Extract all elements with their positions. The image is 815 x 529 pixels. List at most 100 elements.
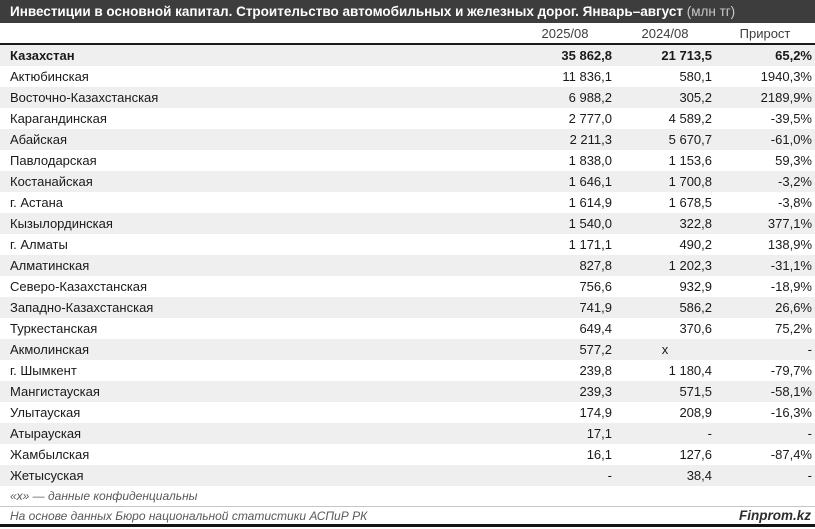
- growth-cell: -: [807, 342, 812, 357]
- value-2025-cell: 16,1: [586, 447, 612, 462]
- table-row: Восточно-Казахстанская 6 988,2 305,2 2189,9…: [0, 87, 815, 108]
- table-row: Западно-Казахстанская 741,9 586,2 26,6%: [0, 297, 815, 318]
- region-cell: Жетысуская: [10, 468, 84, 483]
- table-body: Казахстан 35 862,8 21 713,5 65,2% Актюбинска…: [0, 45, 815, 486]
- table-row: Казахстан 35 862,8 21 713,5 65,2%: [0, 45, 815, 66]
- growth-cell: 26,6%: [775, 300, 812, 315]
- value-2024-cell: 1 700,8: [668, 174, 712, 189]
- value-2024-cell: -: [707, 426, 712, 441]
- growth-cell: 59,3%: [775, 153, 812, 168]
- confidentiality-footnote: «х» — данные конфиденциальны: [0, 486, 815, 507]
- table-row: Павлодарская 1 838,0 1 153,6 59,3%: [0, 150, 815, 171]
- value-2025-cell: 174,9: [579, 405, 612, 420]
- value-2025-cell: 11 836,1: [562, 69, 612, 84]
- growth-cell: -: [807, 426, 812, 441]
- value-2024-cell: 1 153,6: [668, 153, 712, 168]
- value-2024-cell: 5 670,7: [668, 132, 712, 147]
- region-cell: Западно-Казахстанская: [10, 300, 154, 315]
- growth-cell: -31,1%: [770, 258, 812, 273]
- value-2024-cell: 322,8: [679, 216, 712, 231]
- table-row: Северо-Казахстанская 756,6 932,9 -18,9%: [0, 276, 815, 297]
- table-row: Костанайская 1 646,1 1 700,8 -3,2%: [0, 171, 815, 192]
- value-2024-cell: 370,6: [679, 321, 712, 336]
- value-2025-cell: 1 171,1: [568, 237, 612, 252]
- column-header-2025-08: 2025/08: [541, 25, 589, 41]
- growth-cell: -58,1%: [770, 384, 812, 399]
- region-cell: Атырауская: [10, 426, 82, 441]
- value-2024-cell: 1 202,3: [668, 258, 712, 273]
- growth-cell: -3,2%: [778, 174, 812, 189]
- value-2025-cell: 756,6: [579, 279, 612, 294]
- value-2024-cell: 4 589,2: [668, 111, 712, 126]
- region-cell: Акмолинская: [10, 342, 90, 357]
- value-2025-cell: 2 777,0: [568, 111, 612, 126]
- value-2024-cell: x: [661, 342, 669, 357]
- growth-cell: 2189,9%: [760, 90, 812, 105]
- table-row: Мангистауская 239,3 571,5 -58,1%: [0, 381, 815, 402]
- region-cell: Актюбинская: [10, 69, 89, 84]
- region-cell: Туркестанская: [10, 321, 98, 336]
- value-2025-cell: 827,8: [579, 258, 612, 273]
- table-row: Жамбылская 16,1 127,6 -87,4%: [0, 444, 815, 465]
- column-header-growth: Прирост: [739, 25, 791, 41]
- region-cell: Павлодарская: [10, 153, 97, 168]
- table-row: Акмолинская 577,2 x -: [0, 339, 815, 360]
- value-2024-cell: 21 713,5: [661, 48, 712, 63]
- table-row: Туркестанская 649,4 370,6 75,2%: [0, 318, 815, 339]
- region-cell: Северо-Казахстанская: [10, 279, 148, 294]
- table-row: г. Алматы 1 171,1 490,2 138,9%: [0, 234, 815, 255]
- table-row: Кызылординская 1 540,0 322,8 377,1%: [0, 213, 815, 234]
- region-cell: Мангистауская: [10, 384, 100, 399]
- report-title: Инвестиции в основной капитал. Строитель…: [10, 4, 687, 19]
- growth-cell: -18,9%: [770, 279, 812, 294]
- value-2025-cell: 2 211,3: [569, 132, 612, 147]
- growth-cell: 138,9%: [767, 237, 812, 252]
- value-2025-cell: 239,8: [579, 363, 612, 378]
- source-note: На основе данных Бюро национальной стати…: [10, 508, 368, 523]
- region-cell: г. Шымкент: [10, 363, 77, 378]
- table-row: г. Шымкент 239,8 1 180,4 -79,7%: [0, 360, 815, 381]
- region-cell: г. Астана: [10, 195, 63, 210]
- table-row: Атырауская 17,1 - -: [0, 423, 815, 444]
- region-cell: Кызылординская: [10, 216, 113, 231]
- column-header-2024-08: 2024/08: [641, 25, 689, 41]
- value-2024-cell: 1 180,4: [668, 363, 712, 378]
- region-cell: Казахстан: [10, 48, 75, 63]
- value-2025-cell: 1 646,1: [568, 174, 612, 189]
- growth-cell: 1940,3%: [760, 69, 812, 84]
- value-2025-cell: 741,9: [579, 300, 612, 315]
- region-cell: Карагандинская: [10, 111, 107, 126]
- value-2024-cell: 586,2: [679, 300, 712, 315]
- growth-cell: -87,4%: [770, 447, 812, 462]
- region-cell: Улытауская: [10, 405, 81, 420]
- table-row: Актюбинская 11 836,1 580,1 1940,3%: [0, 66, 815, 87]
- report-unit: (млн тг): [686, 4, 736, 19]
- region-cell: Алматинская: [10, 258, 90, 273]
- value-2024-cell: 490,2: [679, 237, 712, 252]
- region-cell: Восточно-Казахстанская: [10, 90, 159, 105]
- growth-cell: -: [807, 468, 812, 483]
- table-header: 2025/08 2024/08 Прирост: [0, 23, 815, 45]
- value-2025-cell: 1 540,0: [568, 216, 612, 231]
- value-2024-cell: 580,1: [679, 69, 712, 84]
- growth-cell: 65,2%: [775, 48, 812, 63]
- title-bar: Инвестиции в основной капитал. Строитель…: [0, 0, 815, 23]
- region-cell: г. Алматы: [10, 237, 68, 252]
- value-2024-cell: 571,5: [679, 384, 712, 399]
- growth-cell: -61,0%: [770, 132, 812, 147]
- table-row: Карагандинская 2 777,0 4 589,2 -39,5%: [0, 108, 815, 129]
- value-2024-cell: 127,6: [679, 447, 712, 462]
- value-2025-cell: 17,1: [586, 426, 612, 441]
- value-2024-cell: 1 678,5: [668, 195, 712, 210]
- brand-logo: Finprom.kz: [738, 508, 811, 523]
- table-row: Абайская 2 211,3 5 670,7 -61,0%: [0, 129, 815, 150]
- region-cell: Жамбылская: [10, 447, 90, 462]
- value-2024-cell: 38,4: [686, 468, 712, 483]
- region-cell: Абайская: [10, 132, 68, 147]
- value-2024-cell: 208,9: [679, 405, 712, 420]
- value-2025-cell: 649,4: [579, 321, 612, 336]
- table-row: Алматинская 827,8 1 202,3 -31,1%: [0, 255, 815, 276]
- growth-cell: -3,8%: [778, 195, 812, 210]
- value-2024-cell: 305,2: [679, 90, 712, 105]
